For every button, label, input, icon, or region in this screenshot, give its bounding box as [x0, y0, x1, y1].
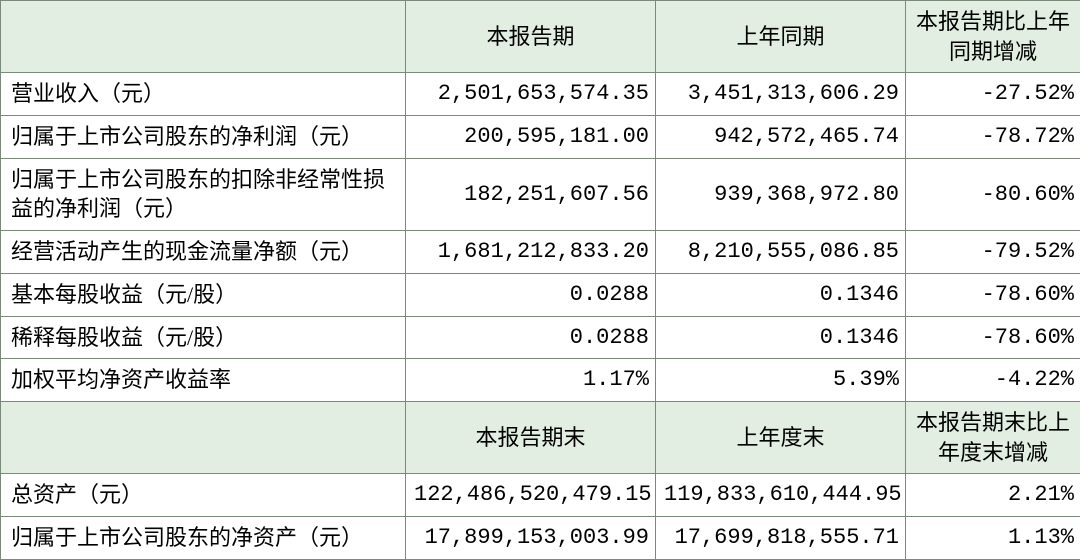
row-label: 经营活动产生的现金流量净额（元） — [1, 231, 406, 274]
cell-value: 1.17% — [406, 359, 656, 402]
header-blank-2 — [1, 401, 406, 473]
table-row: 加权平均净资产收益率 1.17% 5.39% -4.22% — [1, 359, 1080, 402]
cell-value: 3,451,313,606.29 — [656, 73, 906, 116]
cell-value: 0.1346 — [656, 273, 906, 316]
cell-value: 8,210,555,086.85 — [656, 231, 906, 274]
cell-value: 0.0288 — [406, 273, 656, 316]
table-row: 总资产（元） 122,486,520,479.15 119,833,610,44… — [1, 474, 1080, 517]
header-row-1: 本报告期 上年同期 本报告期比上年同期增减 — [1, 1, 1080, 73]
cell-value: 17,699,818,555.71 — [656, 516, 906, 559]
cell-value: 200,595,181.00 — [406, 116, 656, 159]
cell-value: 1,681,212,833.20 — [406, 231, 656, 274]
header-current-period: 本报告期 — [406, 1, 656, 73]
cell-value: -27.52% — [906, 73, 1080, 116]
row-label: 营业收入（元） — [1, 73, 406, 116]
row-label: 归属于上市公司股东的净利润（元） — [1, 116, 406, 159]
cell-value: 0.1346 — [656, 316, 906, 359]
row-label: 归属于上市公司股东的扣除非经常性损益的净利润（元） — [1, 158, 406, 230]
cell-value: 939,368,972.80 — [656, 158, 906, 230]
cell-value: -80.60% — [906, 158, 1080, 230]
header-period-end: 本报告期末 — [406, 401, 656, 473]
cell-value: -78.60% — [906, 273, 1080, 316]
row-label: 总资产（元） — [1, 474, 406, 517]
cell-value: 1.13% — [906, 516, 1080, 559]
row-label: 归属于上市公司股东的净资产（元） — [1, 516, 406, 559]
cell-value: 17,899,153,003.99 — [406, 516, 656, 559]
row-label: 基本每股收益（元/股） — [1, 273, 406, 316]
table-row: 营业收入（元） 2,501,653,574.35 3,451,313,606.2… — [1, 73, 1080, 116]
row-label: 加权平均净资产收益率 — [1, 359, 406, 402]
table-row: 基本每股收益（元/股） 0.0288 0.1346 -78.60% — [1, 273, 1080, 316]
cell-value: 122,486,520,479.15 — [406, 474, 656, 517]
header-prior-year-end: 上年度末 — [656, 401, 906, 473]
cell-value: 2.21% — [906, 474, 1080, 517]
cell-value: -4.22% — [906, 359, 1080, 402]
cell-value: 182,251,607.56 — [406, 158, 656, 230]
table-row: 经营活动产生的现金流量净额（元） 1,681,212,833.20 8,210,… — [1, 231, 1080, 274]
cell-value: 5.39% — [656, 359, 906, 402]
table-body: 本报告期 上年同期 本报告期比上年同期增减 营业收入（元） 2,501,653,… — [1, 1, 1080, 560]
table-row: 归属于上市公司股东的净利润（元） 200,595,181.00 942,572,… — [1, 116, 1080, 159]
table-row: 归属于上市公司股东的净资产（元） 17,899,153,003.99 17,69… — [1, 516, 1080, 559]
table-row: 稀释每股收益（元/股） 0.0288 0.1346 -78.60% — [1, 316, 1080, 359]
cell-value: 119,833,610,444.95 — [656, 474, 906, 517]
cell-value: -78.72% — [906, 116, 1080, 159]
header-change-1: 本报告期比上年同期增减 — [906, 1, 1080, 73]
header-prior-period: 上年同期 — [656, 1, 906, 73]
table-row: 归属于上市公司股东的扣除非经常性损益的净利润（元） 182,251,607.56… — [1, 158, 1080, 230]
cell-value: 0.0288 — [406, 316, 656, 359]
row-label: 稀释每股收益（元/股） — [1, 316, 406, 359]
cell-value: -78.60% — [906, 316, 1080, 359]
financial-table: 本报告期 上年同期 本报告期比上年同期增减 营业收入（元） 2,501,653,… — [0, 0, 1080, 560]
cell-value: 942,572,465.74 — [656, 116, 906, 159]
cell-value: -79.52% — [906, 231, 1080, 274]
header-blank-1 — [1, 1, 406, 73]
cell-value: 2,501,653,574.35 — [406, 73, 656, 116]
header-change-2: 本报告期末比上年度末增减 — [906, 401, 1080, 473]
header-row-2: 本报告期末 上年度末 本报告期末比上年度末增减 — [1, 401, 1080, 473]
